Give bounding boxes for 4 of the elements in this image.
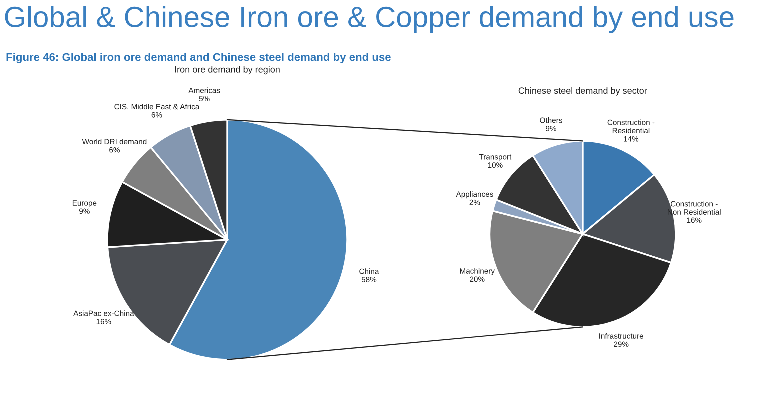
chart-title: Iron ore demand by region (175, 66, 280, 75)
text: Global & Chinese Iron ore & Copper demand by end use (5, 6, 734, 34)
caption: Figure 46: Global iron ore demand and Chinese steel demand by end use (6, 53, 391, 64)
chart-title: Chinese steel demand by sector (518, 87, 648, 96)
